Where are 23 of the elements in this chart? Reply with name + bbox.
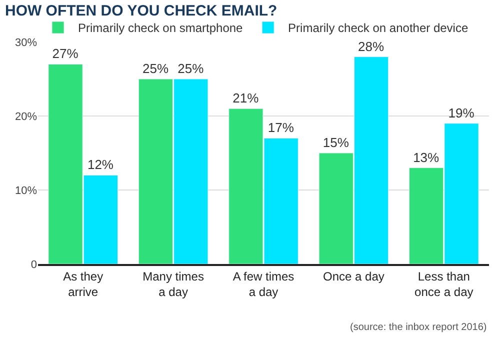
x-tick-label: Less than once a day	[414, 269, 474, 299]
y-tick-label: 20%	[14, 110, 38, 123]
data-label: 27%	[52, 46, 79, 62]
chart-title: HOW OFTEN DO YOU CHECK EMAIL?	[4, 2, 278, 20]
data-label: 28%	[358, 38, 385, 54]
y-tick-label: 30%	[14, 36, 38, 49]
data-label: 13%	[413, 150, 440, 165]
data-label: 25%	[142, 61, 169, 76]
data-label: 15%	[322, 135, 350, 150]
data-label: 19%	[448, 105, 475, 120]
legend-label: Primarily check on smartphone	[78, 21, 244, 36]
y-tick-label: 0	[30, 258, 37, 271]
data-label: 12%	[87, 157, 114, 172]
x-tick-label: As they arrive	[63, 269, 104, 299]
data-label: 21%	[232, 90, 260, 106]
x-tick-label: Many times a day	[142, 269, 204, 299]
x-tick-label: A few times a day	[232, 269, 294, 299]
data-label: 17%	[268, 120, 294, 136]
text: (source: the inbox report 2016)	[350, 322, 487, 333]
data-label: 25%	[178, 61, 204, 76]
y-tick-label: 10%	[14, 184, 38, 197]
x-tick-label: Once a day	[323, 269, 384, 284]
legend-label: Primarily check on another device	[288, 21, 468, 36]
